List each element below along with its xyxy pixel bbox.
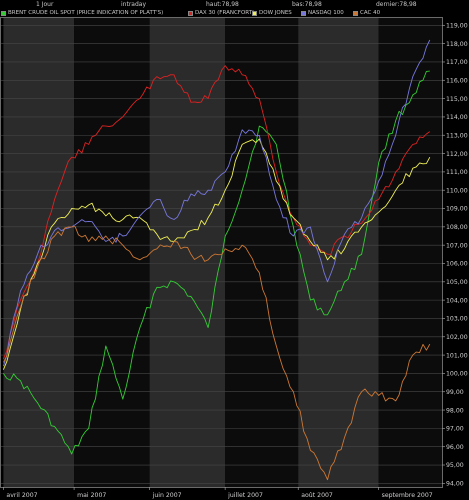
x-tick-label: juin 2007 xyxy=(152,492,182,499)
legend-label: NASDAQ 100 xyxy=(308,10,344,16)
y-tick-label: 111,00 xyxy=(446,169,468,176)
month-bands xyxy=(3,18,442,487)
y-tick-label: 99,00 xyxy=(446,389,464,396)
y-tick-label: 114,00 xyxy=(446,114,468,121)
legend-swatch xyxy=(188,10,193,16)
y-tick-label: 102,00 xyxy=(446,334,468,341)
x-tick-label: avril 2007 xyxy=(6,492,37,499)
month-band xyxy=(225,18,299,487)
y-tick-label: 108,00 xyxy=(446,224,468,231)
info-bar: 1 Jour intraday haut:78,98 bas:78,98 der… xyxy=(0,0,469,9)
grid-lines xyxy=(1,25,442,484)
y-tick-label: 105,00 xyxy=(446,279,468,286)
y-tick-label: 100,00 xyxy=(446,371,468,378)
series-line-2 xyxy=(2,138,431,370)
month-band xyxy=(378,18,442,487)
y-tick-label: 107,00 xyxy=(446,242,468,249)
series-line-1 xyxy=(2,65,431,359)
y-tick-label: 117,00 xyxy=(446,59,468,66)
x-tick-label: mai 2007 xyxy=(77,492,106,499)
y-tick-label: 104,00 xyxy=(446,297,468,304)
legend: BRENT CRUDE OIL SPOT (PRICE INDICATION O… xyxy=(0,9,469,17)
y-tick-label: 96,00 xyxy=(446,444,464,451)
high-label: haut:78,98 xyxy=(206,1,239,8)
month-band xyxy=(298,18,379,487)
legend-swatch xyxy=(1,10,6,16)
y-tick-label: 101,00 xyxy=(446,352,468,359)
legend-swatch xyxy=(301,10,306,16)
legend-item-nasdaq: NASDAQ 100 xyxy=(301,9,344,17)
legend-item-cac: CAC 40 xyxy=(353,9,380,17)
y-tick-label: 116,00 xyxy=(446,77,468,84)
legend-label: BRENT CRUDE OIL SPOT (PRICE INDICATION O… xyxy=(8,10,164,16)
y-tick-label: 97,00 xyxy=(446,426,464,433)
series-lines xyxy=(2,39,431,481)
legend-item-dax: DAX 30 (FRANCFORT) xyxy=(188,9,254,17)
x-axis: avril 2007 mai 2007 juin 2007 juillet 2007 a… xyxy=(3,487,433,499)
month-band xyxy=(74,18,150,487)
series-line-3 xyxy=(2,39,431,367)
low-label: bas:78,98 xyxy=(292,1,322,8)
x-tick-label: août 2007 xyxy=(301,491,333,499)
y-tick-label: 119,00 xyxy=(446,23,468,30)
month-band xyxy=(3,18,75,487)
mode-label: intraday xyxy=(121,1,147,8)
series-line-4 xyxy=(3,226,431,481)
y-tick-label: 112,00 xyxy=(446,151,468,158)
last-label: dernier:78,98 xyxy=(376,1,417,8)
y-tick-label: 113,00 xyxy=(446,132,468,139)
month-band xyxy=(149,18,226,487)
series-line-0 xyxy=(3,70,430,455)
y-tick-label: 95,00 xyxy=(446,462,464,469)
legend-swatch xyxy=(252,10,257,16)
y-tick-label: 94,00 xyxy=(446,481,464,488)
legend-item-dowjones: DOW JONES xyxy=(252,9,292,17)
y-tick-label: 106,00 xyxy=(446,261,468,268)
period-label: 1 Jour xyxy=(36,1,54,8)
y-tick-label: 98,00 xyxy=(446,407,464,414)
y-axis: 94,00 95,00 96,00 97,00 98,00 99,00 100,00 101,… xyxy=(442,23,468,488)
legend-label: DOW JONES xyxy=(259,10,292,16)
y-tick-label: 115,00 xyxy=(446,96,468,103)
y-tick-label: 103,00 xyxy=(446,316,468,323)
x-tick-label: juillet 2007 xyxy=(227,492,263,499)
y-tick-label: 118,00 xyxy=(446,41,468,48)
legend-item-brent: BRENT CRUDE OIL SPOT (PRICE INDICATION O… xyxy=(1,9,163,17)
x-tick-label: septembre 2007 xyxy=(382,492,433,499)
y-tick-label: 109,00 xyxy=(446,206,468,213)
legend-label: CAC 40 xyxy=(360,10,381,16)
y-tick-label: 110,00 xyxy=(446,187,468,194)
legend-swatch xyxy=(353,10,358,16)
legend-label: DAX 30 (FRANCFORT) xyxy=(195,10,255,16)
